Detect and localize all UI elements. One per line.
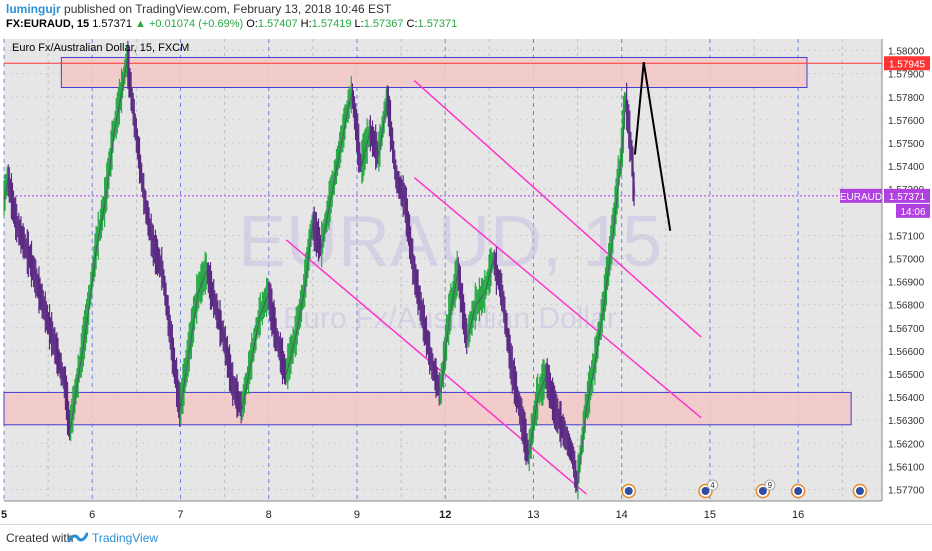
y-tick-label: 1.57600 <box>888 116 925 127</box>
chart-header: lumingujr published on TradingView.com, … <box>0 0 932 36</box>
price-tag <box>884 188 930 203</box>
y-tick-label: 1.57400 <box>888 162 925 173</box>
y-tick-label: 1.57900 <box>888 70 925 81</box>
event-flag-inner <box>794 487 803 495</box>
tradingview-link[interactable]: TradingView <box>92 531 159 545</box>
event-flag-inner <box>624 487 633 495</box>
event-flag-inner <box>855 487 864 495</box>
low-label: L: <box>354 18 364 30</box>
zones <box>3 56 882 426</box>
supply-zone[interactable] <box>60 56 808 89</box>
y-tick-label: 1.57100 <box>888 231 925 242</box>
event-flag-inner <box>758 487 767 495</box>
y-tick-label: 1.56900 <box>888 278 925 289</box>
symbol-tag-label: EURAUD <box>840 192 882 203</box>
y-tick-label: 1.57800 <box>888 93 925 104</box>
x-tick-label: 5 <box>1 509 7 521</box>
projection-layer[interactable] <box>633 61 672 231</box>
x-tick-label: 13 <box>527 509 539 521</box>
price-tag-label: 1.57371 <box>889 192 926 203</box>
event-badge <box>707 479 718 491</box>
low-value: 1.57367 <box>363 18 404 30</box>
high-value: 1.57419 <box>311 18 352 30</box>
publisher-line: lumingujr published on TradingView.com, … <box>6 2 391 16</box>
y-tick-label: 1.56100 <box>888 462 925 473</box>
y-tick-label: 1.56200 <box>888 439 925 450</box>
demand-zone[interactable] <box>3 391 852 426</box>
y-tick-label: 1.56700 <box>888 324 925 335</box>
y-tick-label: 1.57500 <box>888 139 925 150</box>
x-tick-label: 16 <box>792 509 804 521</box>
y-tick-label: 1.56500 <box>888 370 925 381</box>
y-tick-label: 1.56600 <box>888 347 925 358</box>
x-tick-label: 12 <box>439 509 451 521</box>
x-axis-labels: 5 6 7 8 9 12 13 14 15 16 <box>1 509 804 521</box>
author-link[interactable]: lumingujr <box>6 2 61 16</box>
time-axis[interactable] <box>4 501 882 524</box>
open-value: 1.57407 <box>257 18 298 30</box>
last-price: 1.57371 <box>92 18 132 30</box>
y-axis-labels: 1.58000 1.57900 1.57800 1.57600 1.57500 1.574… <box>888 47 925 497</box>
y-tick-label: 1.57000 <box>888 254 925 265</box>
price-tags: 1.57945 EURAUD 1.57371 14:06 <box>840 56 930 218</box>
y-tick-label: 1.56800 <box>888 301 925 312</box>
channel-line-2[interactable] <box>413 177 702 419</box>
footer: Created with TradingView <box>0 524 932 551</box>
resistance-tag-label: 1.57945 <box>889 59 926 70</box>
close-value: 1.57371 <box>417 18 458 30</box>
symbol-tag <box>840 188 882 203</box>
y-tick-label: 1.56300 <box>888 416 925 427</box>
x-tick-label: 15 <box>704 509 716 521</box>
price-axis[interactable] <box>882 36 932 524</box>
chart-title: Euro Fx/Australian Dollar, 15, FXCM <box>12 42 189 54</box>
symbol-label[interactable]: FX:EURAUD, 15 <box>6 18 90 30</box>
y-tick-label: 1.56400 <box>888 393 925 404</box>
timer-tag <box>896 203 930 218</box>
tradingview-logo-icon <box>68 532 88 543</box>
price-change: ▲ +0.01074 (+0.69%) <box>135 18 244 30</box>
resistance-tag <box>884 56 930 71</box>
x-tick-label: 7 <box>177 509 183 521</box>
timer-tag-label: 14:06 <box>900 207 925 218</box>
y-tick-label: 1.57700 <box>888 485 925 496</box>
x-tick-label: 9 <box>354 509 360 521</box>
channel-line-3[interactable] <box>413 80 702 338</box>
event-flag-inner <box>701 487 710 495</box>
event-badge <box>764 479 776 491</box>
published-text: published on TradingView.com, February 1… <box>64 2 392 16</box>
created-with-text: Created with <box>6 531 74 545</box>
close-label: C: <box>406 18 418 30</box>
high-label: H: <box>300 18 312 30</box>
event-badge-count: 4 <box>710 481 715 490</box>
price-series-line <box>3 57 636 485</box>
ohlc-line: FX:EURAUD, 15 1.57371 ▲ +0.01074 (+0.69%… <box>6 18 457 30</box>
watermark-main: EURAUD, 15 <box>238 202 662 282</box>
open-label: O: <box>246 18 258 30</box>
price-layer <box>3 40 636 500</box>
y-tick-label: 1.58000 <box>888 47 925 58</box>
event-badge-count: 9 <box>768 481 773 490</box>
x-tick-label: 14 <box>616 509 628 521</box>
x-tick-label: 6 <box>89 509 95 521</box>
x-tick-label: 8 <box>266 509 272 521</box>
projection-path[interactable] <box>633 61 672 231</box>
